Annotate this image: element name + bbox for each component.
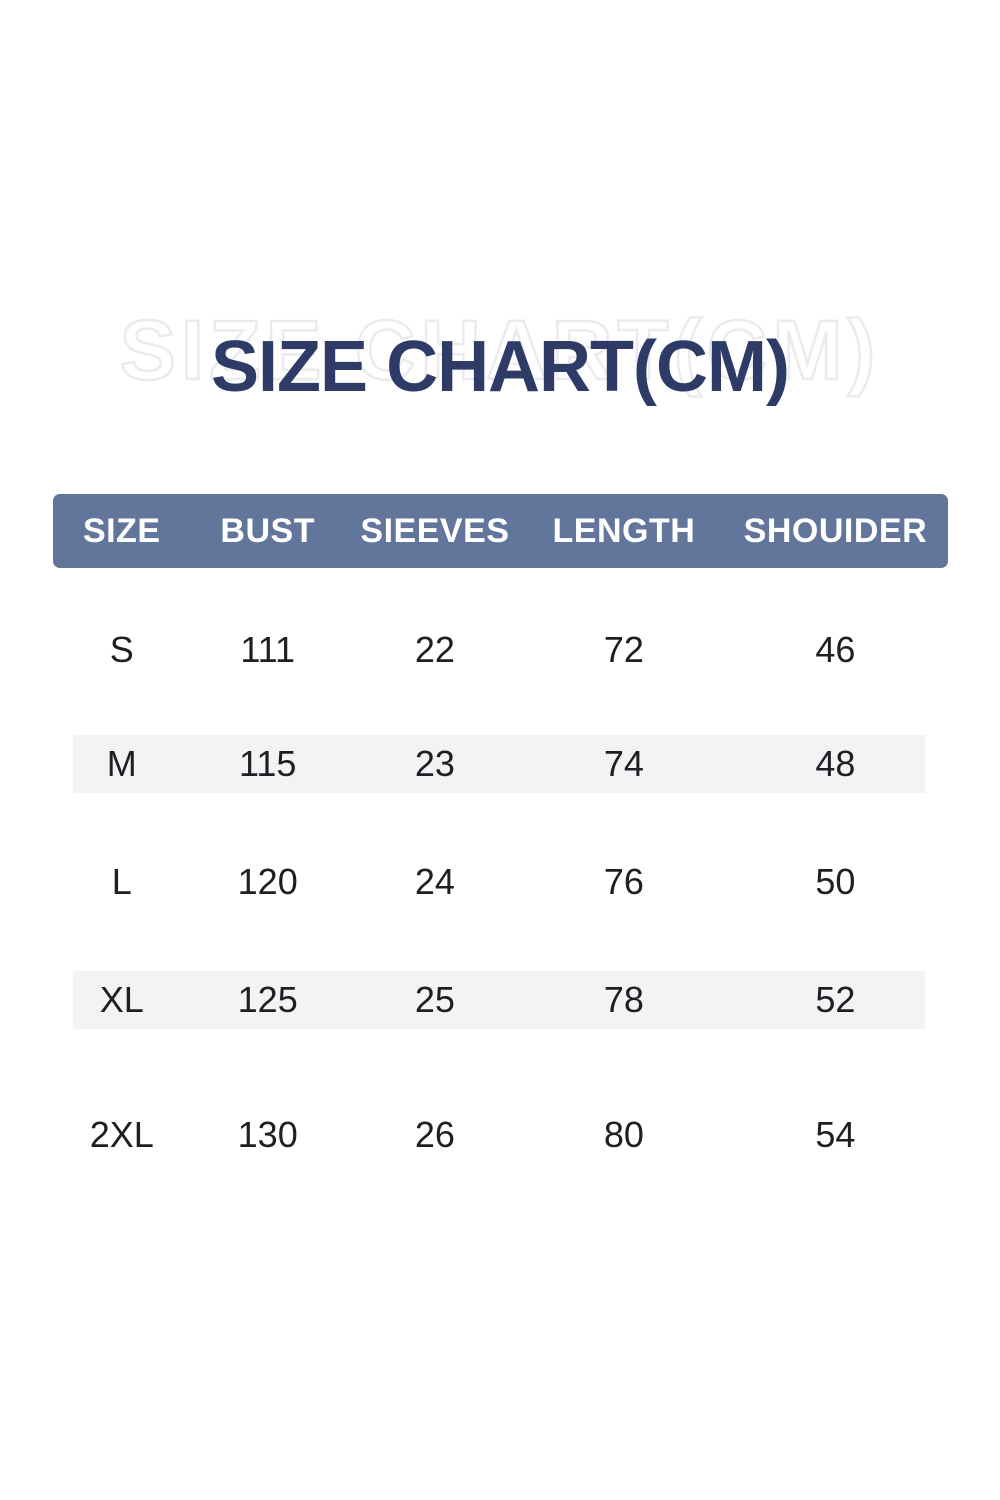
table-row-s: S 111 22 72 46 (53, 621, 948, 679)
cell-length: 78 (603, 979, 644, 1020)
cell-size: S (109, 629, 134, 670)
cell-sleeves: 25 (414, 979, 455, 1020)
cell-shoulder: 48 (815, 743, 856, 784)
cell-sleeves: 26 (414, 1114, 455, 1155)
cell-shoulder: 46 (815, 629, 856, 670)
table-row-m: M 115 23 74 48 (53, 735, 948, 793)
cell-sleeves: 24 (414, 861, 455, 902)
cell-bust: 115 (239, 743, 297, 784)
cell-sleeves: 22 (414, 629, 455, 670)
cell-shoulder: 54 (815, 1114, 856, 1155)
cell-sleeves: 23 (414, 743, 455, 784)
page-title: SIZE CHART(CM) (211, 327, 790, 407)
table-header-row: SIZE BUST SIEEVES LENGTH SHOUIDER (53, 494, 948, 568)
table-row-xl: XL 125 25 78 52 (53, 971, 948, 1029)
column-header-sleeves: SIEEVES (360, 511, 510, 550)
cell-shoulder: 50 (815, 861, 856, 902)
title-watermark-outline-text: SIZE CHART(CM) (118, 303, 881, 397)
cell-size: L (111, 861, 132, 902)
cell-bust: 111 (240, 629, 296, 670)
cell-size: 2XL (89, 1114, 154, 1155)
column-header-bust: BUST (220, 511, 315, 550)
size-chart-table: SIZE BUST SIEEVES LENGTH SHOUIDER S 111 … (53, 494, 948, 1174)
cell-bust: 125 (237, 979, 298, 1020)
cell-size: M (106, 743, 137, 784)
cell-length: 80 (603, 1114, 644, 1155)
table-row-2xl: 2XL 130 26 80 54 (53, 1106, 948, 1164)
cell-length: 72 (603, 629, 644, 670)
cell-size: XL (99, 979, 144, 1020)
column-header-size: SIZE (82, 511, 161, 550)
table-row-l: L 120 24 76 50 (53, 853, 948, 911)
cell-bust: 120 (237, 861, 298, 902)
column-header-length: LENGTH (552, 511, 696, 550)
cell-bust: 130 (237, 1114, 298, 1155)
cell-length: 74 (603, 743, 644, 784)
column-header-shoulder: SHOUIDER (743, 511, 928, 550)
cell-shoulder: 52 (815, 979, 856, 1020)
cell-length: 76 (603, 861, 644, 902)
title-block: SIZE CHART(CM) SIZE CHART(CM) (0, 307, 1000, 430)
